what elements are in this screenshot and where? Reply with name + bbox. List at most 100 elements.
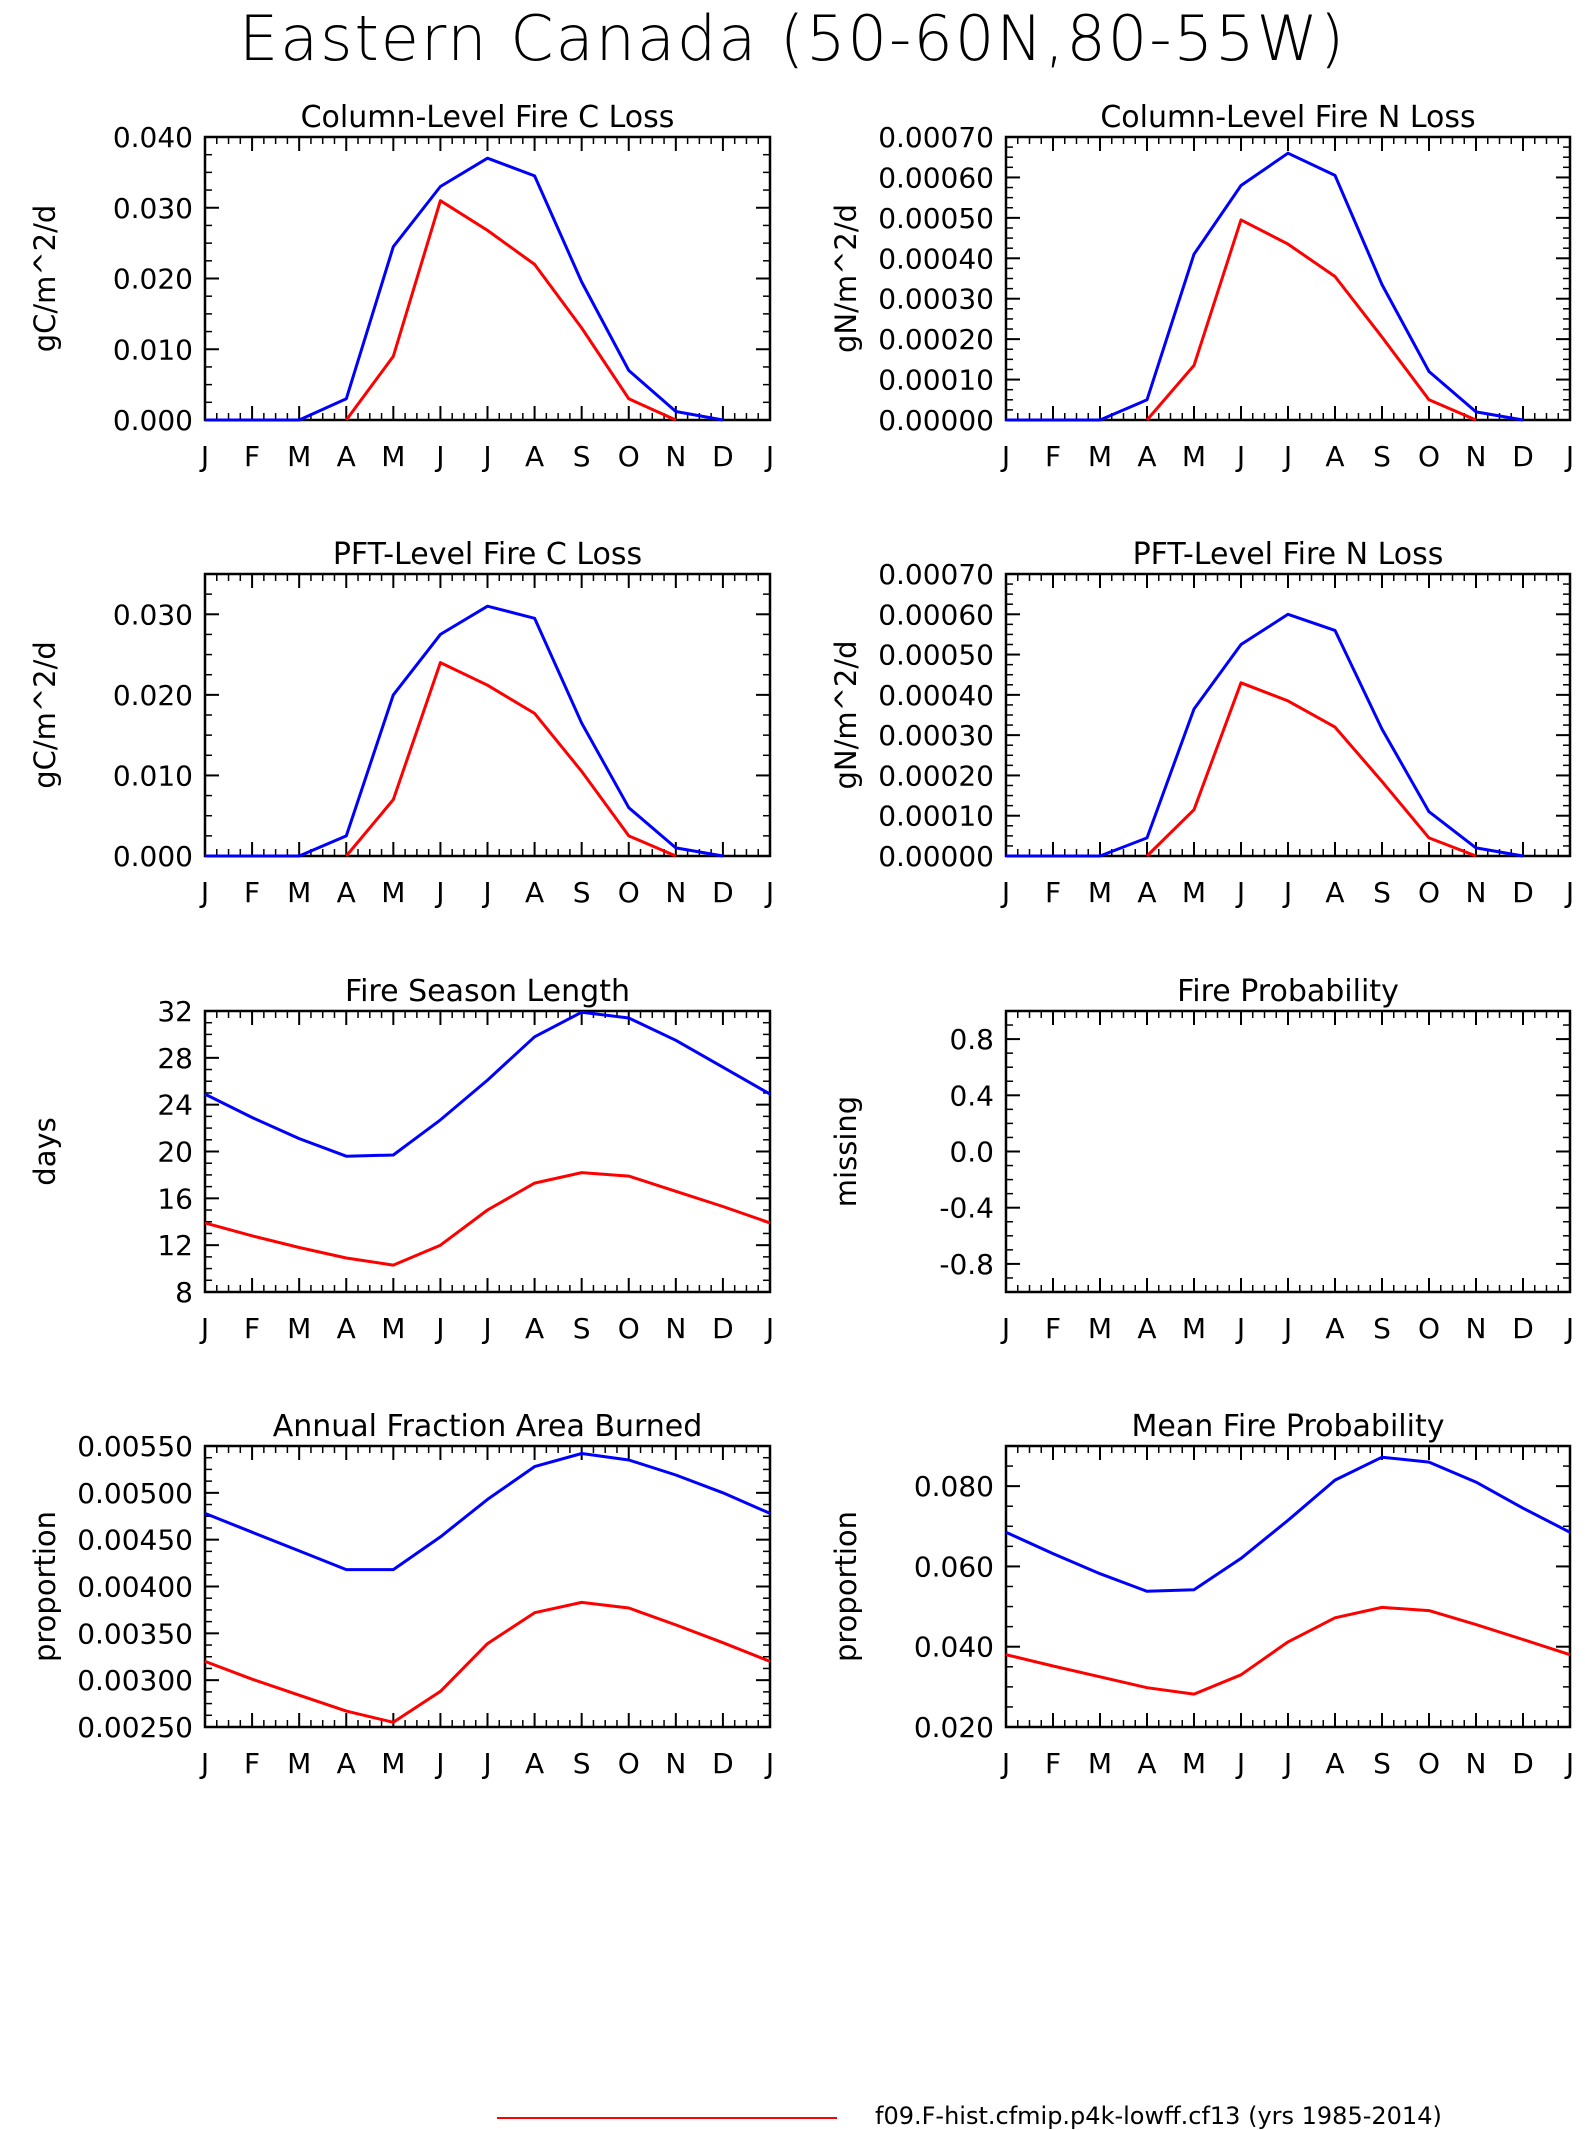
series-line-blue bbox=[205, 604, 724, 858]
x-tick-label: S bbox=[1373, 440, 1391, 473]
x-tick-label: N bbox=[1466, 440, 1487, 473]
x-tick-label: J bbox=[1564, 876, 1574, 909]
x-tick-label: O bbox=[618, 440, 640, 473]
y-tick-label: 0.00050 bbox=[878, 639, 994, 672]
x-tick-label: J bbox=[434, 1747, 444, 1780]
y-tick-label: 8 bbox=[175, 1276, 193, 1309]
x-tick-label: A bbox=[525, 876, 544, 909]
y-tick-label: 0.040 bbox=[113, 121, 193, 154]
x-tick-label: J bbox=[1282, 1747, 1292, 1780]
x-tick-label: J bbox=[1564, 440, 1574, 473]
x-tick-label: M bbox=[1088, 440, 1112, 473]
x-tick-label: D bbox=[712, 440, 734, 473]
x-tick-label: D bbox=[712, 1312, 734, 1345]
x-tick-label: J bbox=[1000, 440, 1010, 473]
x-tick-label: F bbox=[244, 1747, 260, 1780]
x-tick-label: J bbox=[434, 440, 444, 473]
series-line-blue bbox=[1006, 612, 1524, 858]
y-tick-label: 0.040 bbox=[914, 1631, 994, 1664]
y-tick-label: 0.00060 bbox=[878, 598, 994, 631]
x-tick-label: M bbox=[1088, 1747, 1112, 1780]
y-axis-label: days bbox=[28, 1117, 62, 1185]
x-tick-label: F bbox=[1045, 1747, 1061, 1780]
x-tick-label: N bbox=[665, 1747, 686, 1780]
x-tick-label: J bbox=[1000, 1747, 1010, 1780]
x-tick-label: A bbox=[525, 440, 544, 473]
chart-title: Fire Probability bbox=[1177, 974, 1399, 1009]
chart-title: Fire Season Length bbox=[345, 974, 630, 1009]
y-tick-label: 0.00050 bbox=[878, 202, 994, 235]
y-tick-label: 0.00020 bbox=[878, 759, 994, 792]
chart-title: Column-Level Fire C Loss bbox=[301, 100, 675, 135]
legend bbox=[497, 2117, 837, 2119]
y-tick-label: 0.030 bbox=[113, 598, 193, 631]
y-tick-label: 0.8 bbox=[949, 1023, 994, 1056]
x-tick-label: N bbox=[665, 1312, 686, 1345]
x-tick-label: A bbox=[337, 440, 356, 473]
x-tick-label: F bbox=[244, 876, 260, 909]
y-tick-label: 20 bbox=[157, 1136, 193, 1169]
series-line-red bbox=[345, 661, 677, 858]
y-tick-label: 0.060 bbox=[914, 1550, 994, 1583]
x-tick-label: A bbox=[337, 1747, 356, 1780]
x-tick-label: A bbox=[337, 1312, 356, 1345]
series-line-red bbox=[1005, 1605, 1571, 1696]
series-line-red bbox=[204, 1171, 771, 1267]
y-axis-label: proportion bbox=[829, 1511, 863, 1662]
y-tick-label: 0.030 bbox=[113, 192, 193, 225]
x-tick-label: J bbox=[1235, 1312, 1245, 1345]
y-tick-label: 0.4 bbox=[949, 1079, 994, 1112]
y-tick-label: -0.4 bbox=[939, 1192, 994, 1225]
x-tick-label: A bbox=[1325, 876, 1344, 909]
x-tick-label: J bbox=[481, 440, 491, 473]
x-tick-label: J bbox=[1282, 1312, 1292, 1345]
y-tick-label: 0.00000 bbox=[878, 840, 994, 873]
x-tick-label: O bbox=[618, 876, 640, 909]
x-tick-label: J bbox=[1000, 876, 1010, 909]
x-tick-label: O bbox=[1418, 876, 1440, 909]
x-tick-label: S bbox=[1373, 1747, 1391, 1780]
x-tick-label: O bbox=[618, 1747, 640, 1780]
x-tick-label: A bbox=[525, 1312, 544, 1345]
x-tick-label: D bbox=[1512, 440, 1534, 473]
series-line-red bbox=[345, 199, 677, 422]
x-tick-label: N bbox=[665, 440, 686, 473]
x-tick-label: M bbox=[1182, 1312, 1206, 1345]
x-tick-label: F bbox=[1045, 440, 1061, 473]
x-tick-label: A bbox=[1325, 1747, 1344, 1780]
x-tick-label: M bbox=[1088, 1312, 1112, 1345]
y-tick-label: 0.00040 bbox=[878, 679, 994, 712]
x-tick-label: D bbox=[1512, 876, 1534, 909]
x-tick-label: J bbox=[1282, 876, 1292, 909]
x-tick-label: J bbox=[1000, 1312, 1010, 1345]
x-tick-label: J bbox=[199, 1747, 209, 1780]
plot-frame bbox=[203, 1444, 772, 1729]
x-tick-label: O bbox=[618, 1312, 640, 1345]
x-tick-label: D bbox=[712, 876, 734, 909]
series-line-red bbox=[1145, 681, 1477, 858]
x-tick-label: J bbox=[481, 876, 491, 909]
y-tick-label: 0.00450 bbox=[77, 1524, 193, 1557]
x-tick-label: A bbox=[1325, 440, 1344, 473]
figure-title: Eastern Canada (50-60N,80-55W) bbox=[238, 2, 1347, 75]
x-tick-label: J bbox=[481, 1312, 491, 1345]
y-tick-label: 0.00030 bbox=[878, 283, 994, 316]
y-tick-label: 0.020 bbox=[113, 679, 193, 712]
y-axis-label: gC/m^2/d bbox=[28, 641, 62, 789]
x-tick-label: D bbox=[1512, 1312, 1534, 1345]
series-line-blue bbox=[1006, 151, 1524, 422]
series-line-red bbox=[1145, 218, 1477, 422]
chart-title: Mean Fire Probability bbox=[1132, 1409, 1445, 1444]
x-tick-label: M bbox=[1182, 876, 1206, 909]
y-tick-label: 24 bbox=[157, 1089, 193, 1122]
y-axis-label: gN/m^2/d bbox=[829, 640, 863, 789]
y-tick-label: 0.00010 bbox=[878, 364, 994, 397]
x-tick-label: J bbox=[199, 1312, 209, 1345]
x-tick-label: S bbox=[1373, 876, 1391, 909]
x-tick-label: F bbox=[244, 440, 260, 473]
